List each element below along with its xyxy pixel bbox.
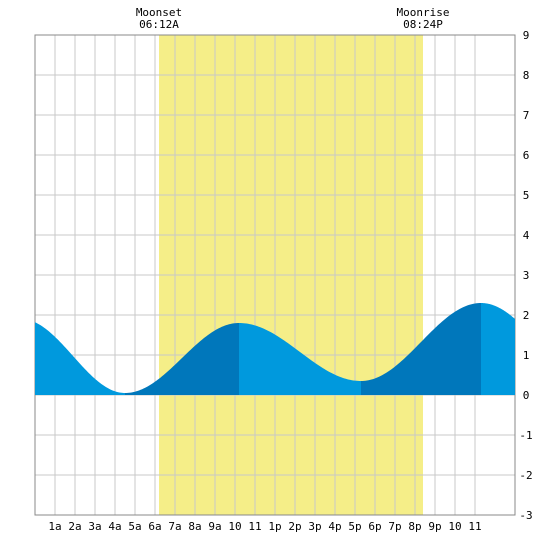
- x-tick-label: 3p: [308, 520, 321, 533]
- x-tick-label: 7p: [388, 520, 401, 533]
- y-tick-label: 7: [523, 109, 530, 122]
- x-tick-label: 9p: [428, 520, 441, 533]
- y-tick-label: 5: [523, 189, 530, 202]
- x-tick-label: 2p: [288, 520, 301, 533]
- x-tick-label: 2a: [68, 520, 81, 533]
- y-tick-label: -2: [519, 469, 532, 482]
- x-tick-label: 8a: [188, 520, 201, 533]
- moon-event-title: Moonrise: [397, 6, 450, 19]
- tide-area-dark: [361, 303, 481, 395]
- x-tick-label: 6a: [148, 520, 161, 533]
- y-tick-label: 1: [523, 349, 530, 362]
- y-tick-label: 8: [523, 69, 530, 82]
- moon-event-time: 08:24P: [403, 18, 443, 31]
- x-tick-label: 7a: [168, 520, 181, 533]
- x-tick-label: 4p: [328, 520, 341, 533]
- x-tick-label: 3a: [88, 520, 101, 533]
- x-tick-label: 1a: [48, 520, 61, 533]
- x-tick-label: 11: [248, 520, 261, 533]
- y-tick-label: 0: [523, 389, 530, 402]
- x-tick-label: 10: [448, 520, 461, 533]
- y-tick-label: -1: [519, 429, 532, 442]
- x-tick-label: 6p: [368, 520, 381, 533]
- tide-area-dark: [125, 323, 239, 395]
- grid-layer: [34, 34, 516, 516]
- y-tick-label: 2: [523, 309, 530, 322]
- x-tick-label: 4a: [108, 520, 121, 533]
- x-tick-label: 5p: [348, 520, 361, 533]
- y-tick-label: 9: [523, 29, 530, 42]
- plot-border: [34, 34, 516, 516]
- x-tick-label: 11: [468, 520, 481, 533]
- y-tick-label: 6: [523, 149, 530, 162]
- moon-event-time: 06:12A: [139, 18, 179, 31]
- x-tick-label: 5a: [128, 520, 141, 533]
- tide-area-light: [239, 323, 361, 395]
- label-layer: -3 -2 -1 0 1 2 3 4 5 6 7 8 9 1a 2a 3a 4a 5a 6a 7a 8a 9a 10 11 1p…: [48, 6, 532, 533]
- tide-area-light: [35, 322, 125, 395]
- x-tick-label: 9a: [208, 520, 221, 533]
- tide-area-light: [481, 303, 515, 395]
- x-tick-label: 8p: [408, 520, 421, 533]
- y-tick-label: 4: [523, 229, 530, 242]
- moon-event-title: Moonset: [136, 6, 182, 19]
- y-tick-label: 3: [523, 269, 530, 282]
- tide-area-layer: [35, 303, 515, 395]
- y-tick-label: -3: [519, 509, 532, 522]
- x-tick-label: 1p: [268, 520, 281, 533]
- x-tick-label: 10: [228, 520, 241, 533]
